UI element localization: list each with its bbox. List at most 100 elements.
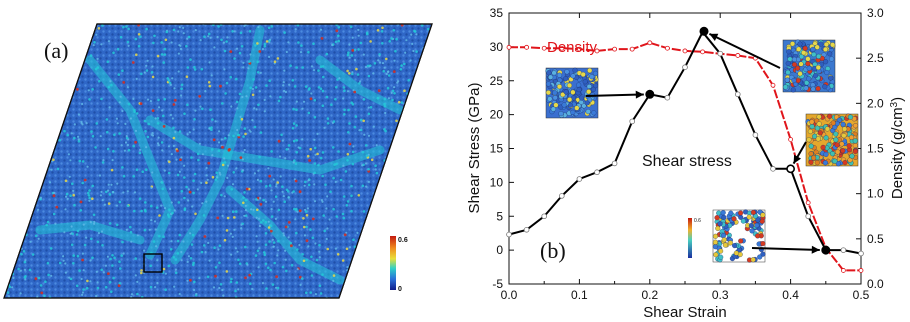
atom-dot	[363, 235, 367, 238]
atom-dot	[80, 120, 83, 123]
atom-dot	[270, 208, 273, 211]
atom-dot	[335, 85, 338, 89]
atom-dot	[377, 89, 381, 93]
inset-particle	[842, 126, 848, 132]
atom-dot	[345, 204, 349, 207]
atom-dot	[283, 89, 286, 93]
atom-dot	[198, 142, 201, 145]
atom-dot	[284, 225, 288, 229]
inset-image-4	[712, 209, 766, 263]
y-tick-label: 5	[496, 209, 503, 223]
atom-dot	[167, 79, 171, 82]
atom-dot	[186, 66, 190, 69]
atom-dot	[34, 234, 38, 238]
atom-dot	[19, 269, 22, 272]
atom-dot	[24, 278, 27, 281]
atom-dot	[385, 272, 388, 275]
atom-dot	[373, 245, 376, 248]
atom-dot	[68, 28, 71, 31]
atom-dot	[201, 107, 204, 111]
atom-dot	[365, 31, 369, 35]
atom-dot	[10, 79, 13, 83]
atom-dot	[270, 215, 274, 218]
atom-dot	[201, 153, 204, 156]
atom-dot	[320, 199, 323, 202]
atom-dot	[31, 29, 34, 32]
atom-dot	[307, 245, 310, 248]
inset-particle	[547, 96, 553, 102]
inset-particle	[750, 209, 756, 215]
atom-dot	[21, 98, 25, 102]
atom-dot	[53, 136, 57, 140]
atom-dot	[362, 119, 366, 123]
atom-dot	[294, 162, 298, 165]
atom-dot	[265, 84, 268, 87]
atom-dot	[140, 271, 143, 275]
atom-dot	[258, 217, 261, 220]
atom-dot	[252, 78, 255, 81]
inset-particle	[563, 89, 569, 95]
atom-dot	[257, 196, 260, 200]
atom-dot	[97, 27, 101, 30]
inset-particle	[852, 143, 858, 149]
inset-image-3	[805, 113, 859, 167]
atom-dot	[264, 220, 268, 224]
atom-dot	[174, 268, 177, 271]
atom-dot	[381, 254, 384, 257]
atom-dot	[430, 269, 432, 272]
atom-dot	[213, 246, 216, 249]
atom-dot	[59, 103, 62, 107]
atom-dot	[332, 120, 336, 123]
atom-dot	[400, 64, 403, 67]
atom-dot	[373, 271, 377, 275]
y-tick-label: 0	[496, 243, 503, 257]
atom-dot	[4, 225, 8, 228]
inset-particle	[712, 233, 719, 239]
atom-dot	[367, 106, 370, 109]
atom-dot	[19, 140, 23, 144]
atom-dot	[19, 207, 23, 210]
atom-dot	[393, 59, 396, 62]
atom-dot	[13, 52, 16, 55]
atom-dot	[287, 221, 291, 224]
atom-dot	[332, 176, 335, 180]
colorbar-b	[688, 218, 692, 258]
inset-particle	[760, 212, 766, 218]
atom-dot	[408, 214, 411, 217]
atom-dot	[232, 134, 235, 138]
atom-dot	[263, 251, 266, 254]
atom-dot	[39, 178, 42, 181]
atom-dot	[69, 64, 72, 67]
atom-dot	[107, 85, 111, 89]
density-point	[524, 44, 529, 50]
density-point	[858, 268, 864, 273]
atom-dot	[156, 122, 160, 125]
atom-dot	[230, 105, 233, 108]
inset-particle	[578, 95, 585, 101]
atom-dot	[204, 90, 207, 93]
atom-dot	[140, 269, 143, 272]
atom-dot	[221, 163, 225, 167]
atom-dot	[348, 72, 351, 75]
atom-dot	[120, 254, 123, 257]
atom-dot	[226, 216, 230, 220]
atom-dot	[406, 149, 410, 152]
atom-dot	[429, 78, 432, 81]
density-point	[506, 44, 512, 50]
atom-dot	[280, 133, 283, 137]
atom-dot	[39, 284, 43, 287]
atom-dot	[307, 50, 310, 54]
inset-particle	[822, 46, 829, 52]
atom-dot	[412, 262, 416, 266]
y-tick-label: 20	[490, 108, 504, 122]
atom-dot	[95, 294, 98, 298]
density-point	[594, 48, 600, 54]
atom-dot	[233, 57, 236, 60]
atom-dot	[269, 95, 272, 98]
atom-dot	[274, 217, 277, 220]
atom-dot	[17, 173, 20, 177]
atom-dot	[154, 117, 157, 120]
atom-dot	[217, 141, 221, 144]
atom-dot	[242, 66, 245, 69]
atom-dot	[287, 236, 290, 239]
